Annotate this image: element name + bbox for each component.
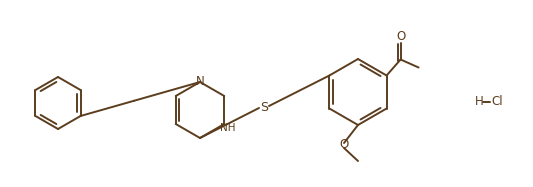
Text: O: O: [340, 137, 349, 151]
Text: Cl: Cl: [491, 94, 503, 108]
Text: O: O: [396, 30, 405, 43]
Text: NH: NH: [221, 123, 236, 133]
Text: S: S: [260, 100, 268, 114]
Text: H: H: [474, 94, 483, 108]
Text: N: N: [196, 74, 204, 88]
